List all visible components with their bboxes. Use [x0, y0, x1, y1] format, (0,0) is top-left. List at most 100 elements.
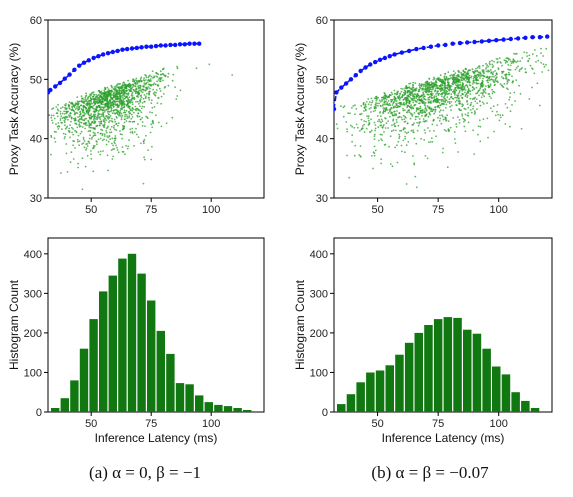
scatter-b-point — [440, 122, 443, 125]
scatter-a-frontier-point — [187, 41, 192, 46]
scatter-b-point — [465, 72, 468, 75]
scatter-a-point — [142, 84, 145, 87]
scatter-a-point — [105, 104, 108, 106]
scatter-a-point — [152, 83, 155, 86]
scatter-a-point — [67, 118, 69, 121]
scatter-b-frontier-point — [530, 35, 535, 40]
scatter-b-point — [402, 107, 404, 110]
scatter-a-point — [73, 140, 75, 143]
scatter-b-point — [365, 101, 368, 103]
scatter-b-point — [373, 121, 376, 124]
hist-a-ytick-label: 0 — [36, 407, 42, 419]
scatter-b-point — [439, 109, 442, 112]
scatter-a-point — [141, 105, 144, 108]
scatter-b-point — [365, 109, 367, 112]
hist-b-bar — [385, 365, 394, 412]
scatter-b-point — [541, 71, 544, 73]
scatter-b-frontier-point — [428, 44, 434, 49]
scatter-a-point — [98, 101, 101, 103]
hist-a-ytick-label: 400 — [24, 249, 42, 261]
scatter-a-point — [130, 98, 133, 101]
scatter-b-point — [442, 103, 445, 106]
scatter-b-point — [384, 117, 386, 119]
scatter-a-point — [85, 147, 88, 150]
scatter-b-point — [405, 101, 408, 104]
scatter-b-point — [545, 47, 548, 50]
hist-b-xtick-label: 50 — [371, 418, 383, 430]
scatter-b-point — [467, 106, 470, 109]
scatter-a-point — [92, 170, 95, 173]
scatter-b-point — [503, 83, 506, 85]
scatter-b-point — [495, 72, 498, 75]
scatter-a-point — [72, 105, 75, 108]
scatter-a-point — [144, 125, 146, 127]
scatter-a-point — [133, 145, 135, 147]
scatter-b-point — [434, 90, 436, 93]
scatter-b-point — [476, 108, 478, 110]
scatter-a-point — [82, 109, 84, 112]
scatter-a-point — [130, 117, 133, 120]
scatter-a-point — [91, 147, 94, 150]
scatter-b-point — [505, 87, 508, 90]
scatter-b-frontier-point — [377, 57, 383, 62]
scatter-b-point — [509, 96, 511, 99]
scatter-a-point — [111, 98, 114, 101]
scatter-a-point — [107, 169, 109, 172]
scatter-b-point — [378, 99, 381, 102]
scatter-b-point — [468, 76, 471, 79]
scatter-b-point — [434, 111, 437, 113]
scatter-b-point — [436, 105, 439, 108]
scatter-a-point — [148, 83, 150, 86]
scatter-a-point — [88, 102, 91, 105]
scatter-b-point — [416, 95, 419, 98]
scatter-b-point — [543, 65, 546, 68]
scatter-a-point — [142, 98, 145, 100]
scatter-a-frontier-point — [115, 48, 120, 54]
scatter-b-xtick-label: 100 — [490, 204, 508, 216]
scatter-a-point — [69, 161, 72, 164]
scatter-b-point — [432, 87, 434, 90]
scatter-a-point — [86, 145, 89, 147]
scatter-b-point — [479, 87, 482, 90]
scatter-a-point — [116, 100, 118, 103]
scatter-a-point — [145, 74, 148, 77]
scatter-b-frontier-point — [392, 52, 397, 57]
scatter-b-point — [528, 57, 531, 60]
scatter-b-point — [407, 86, 409, 89]
scatter-a-point — [139, 77, 142, 80]
scatter-a-point — [151, 119, 154, 122]
scatter-a-point — [88, 108, 90, 110]
scatter-b-point — [374, 129, 376, 132]
scatter-b-point — [448, 98, 451, 100]
scatter-a-point — [100, 103, 103, 106]
scatter-b-point — [435, 95, 437, 98]
scatter-a-point — [83, 140, 86, 142]
scatter-b-point — [488, 86, 491, 89]
scatter-b-point — [457, 92, 460, 95]
scatter-b-point — [475, 82, 478, 84]
scatter-a-point — [121, 84, 124, 87]
scatter-a-point — [105, 102, 108, 105]
scatter-a-point — [150, 99, 153, 102]
scatter-b-point — [490, 78, 493, 81]
scatter-a-frontier-point — [72, 67, 77, 73]
scatter-b-point — [380, 162, 382, 165]
scatter-a-frontier-point — [197, 41, 202, 46]
scatter-b-point — [515, 67, 518, 69]
scatter-b-point — [480, 92, 483, 94]
scatter-a-point — [76, 138, 79, 141]
scatter-a-point — [156, 76, 159, 78]
hist-b-bar — [501, 374, 511, 412]
scatter-b-point — [430, 92, 432, 95]
scatter-b-point — [446, 78, 449, 81]
scatter-b-point — [417, 124, 420, 127]
scatter-b-point — [368, 131, 371, 133]
scatter-b-point — [509, 92, 512, 94]
scatter-b-point — [445, 99, 448, 101]
scatter-b-point — [400, 129, 403, 132]
scatter-b-point — [450, 101, 453, 103]
scatter-b-point — [422, 85, 425, 87]
scatter-b-point — [441, 114, 443, 117]
scatter-b-point — [378, 139, 380, 142]
scatter-a-frontier-point — [67, 72, 72, 77]
